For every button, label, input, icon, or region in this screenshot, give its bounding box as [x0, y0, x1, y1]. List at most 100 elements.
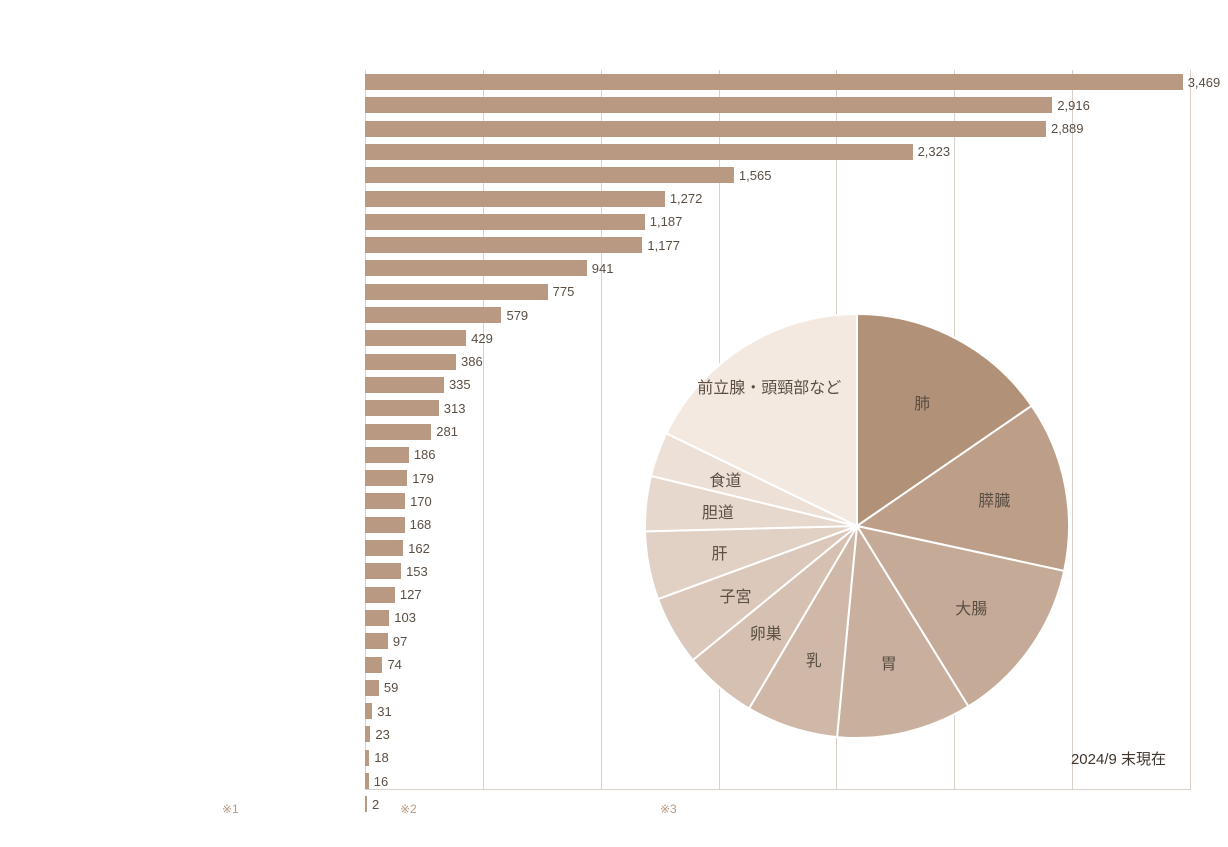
bar-value-label: 335 [449, 377, 471, 392]
bar [365, 587, 395, 603]
bar [365, 657, 382, 673]
pie-slice-label: 肝 [712, 540, 728, 564]
bar-value-label: 429 [471, 331, 493, 346]
bar-row: 3,469 [365, 74, 1220, 90]
chart-container: 3,469 2,916 2,889 2,323 1,565 1,272 1,187 1,177… [0, 0, 1228, 847]
bar-value-label: 2,889 [1051, 121, 1084, 136]
pie-slice-label: 乳 [806, 647, 822, 671]
footnote-1: ※1 [222, 802, 239, 816]
bar [365, 74, 1183, 90]
bar-row: 1,565 [365, 167, 771, 183]
bar-value-label: 179 [412, 471, 434, 486]
bar-row: 168 [365, 517, 431, 533]
bar-row: 313 [365, 400, 465, 416]
bar-row: 74 [365, 657, 402, 673]
bar [365, 237, 642, 253]
bar-row: 16 [365, 773, 388, 789]
bar [365, 260, 587, 276]
bar-value-label: 2,916 [1057, 98, 1090, 113]
bar [365, 470, 407, 486]
bar [365, 121, 1046, 137]
gridline [1190, 70, 1191, 790]
pie-slice-label: 前立腺・頭頸部など [697, 374, 841, 398]
bar-row: 97 [365, 633, 407, 649]
bar-row: 162 [365, 540, 430, 556]
bar [365, 330, 466, 346]
bar [365, 680, 379, 696]
bar-row: 170 [365, 493, 432, 509]
pie-slice-label: 食道 [709, 467, 741, 491]
bar-value-label: 1,565 [739, 168, 772, 183]
bar-value-label: 97 [393, 634, 407, 649]
pie-slice-label: 胆道 [702, 499, 734, 523]
bar-value-label: 775 [553, 284, 575, 299]
bar [365, 633, 388, 649]
bar [365, 377, 444, 393]
bar-value-label: 941 [592, 261, 614, 276]
bar-row: 1,187 [365, 214, 682, 230]
pie-slice-label: 大腸 [955, 595, 987, 619]
bar [365, 796, 367, 812]
bar-row: 31 [365, 703, 392, 719]
bar-value-label: 23 [375, 727, 389, 742]
bar [365, 773, 369, 789]
bar-row: 386 [365, 354, 483, 370]
bar-row: 2,916 [365, 97, 1090, 113]
bar [365, 144, 913, 160]
bar-row: 103 [365, 610, 416, 626]
bar-row: 941 [365, 260, 614, 276]
bar [365, 493, 405, 509]
bar-value-label: 170 [410, 494, 432, 509]
bar-value-label: 162 [408, 541, 430, 556]
bar-row: 59 [365, 680, 398, 696]
pie-slice-label: 子宮 [719, 583, 751, 607]
bar [365, 191, 665, 207]
bar [365, 726, 370, 742]
bar [365, 214, 645, 230]
bar-value-label: 153 [406, 564, 428, 579]
bar-row: 1,272 [365, 191, 702, 207]
bar [365, 610, 389, 626]
bar [365, 540, 403, 556]
bar-row: 2,889 [365, 121, 1084, 137]
bar [365, 167, 734, 183]
bar-value-label: 1,272 [670, 191, 703, 206]
bar-value-label: 16 [374, 774, 388, 789]
bar-value-label: 127 [400, 587, 422, 602]
bar-value-label: 281 [436, 424, 458, 439]
gridline [1072, 70, 1073, 790]
bar-row: 579 [365, 307, 528, 323]
bar-row: 429 [365, 330, 493, 346]
footnote-3: ※3 [660, 802, 677, 816]
bar-row: 335 [365, 377, 471, 393]
bar-row: 2,323 [365, 144, 950, 160]
pie-slice-label: 膵臓 [978, 487, 1010, 511]
bar-value-label: 1,187 [650, 214, 683, 229]
bar-row: 281 [365, 424, 458, 440]
bar-value-label: 103 [394, 610, 416, 625]
bar-row: 186 [365, 447, 436, 463]
pie-slice-label: 肺 [914, 390, 930, 414]
bar-value-label: 186 [414, 447, 436, 462]
bar-row: 179 [365, 470, 434, 486]
bar-value-label: 31 [377, 704, 391, 719]
bar-value-label: 74 [387, 657, 401, 672]
bar [365, 307, 501, 323]
bar [365, 97, 1052, 113]
bar-value-label: 1,177 [647, 238, 680, 253]
footnote-2: ※2 [400, 802, 417, 816]
bar [365, 563, 401, 579]
bar [365, 447, 409, 463]
bar-value-label: 313 [444, 401, 466, 416]
bar [365, 400, 439, 416]
bar-row: 153 [365, 563, 428, 579]
bar [365, 750, 369, 766]
bar [365, 703, 372, 719]
bar-row: 1,177 [365, 237, 680, 253]
bar-row: 127 [365, 587, 422, 603]
bar-value-label: 2,323 [918, 144, 951, 159]
bar-value-label: 579 [506, 308, 528, 323]
bar-value-label: 3,469 [1188, 75, 1221, 90]
bar-row: 2 [365, 796, 379, 812]
bar-value-label: 59 [384, 680, 398, 695]
